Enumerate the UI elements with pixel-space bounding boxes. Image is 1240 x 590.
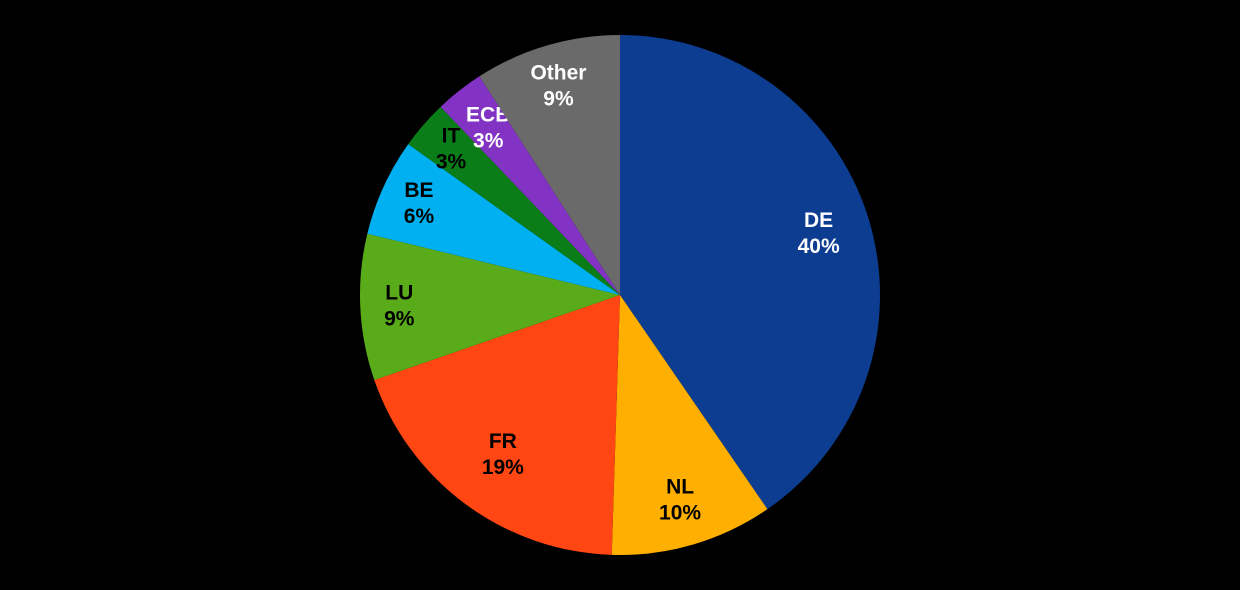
- pie-label-other: Other 9%: [530, 61, 586, 110]
- pie-label-de: DE 40%: [798, 209, 840, 258]
- pie-slice-de: [620, 35, 880, 510]
- pie-label-ecb: ECB 3%: [466, 103, 510, 152]
- pie-label-nl: NL 10%: [659, 476, 701, 525]
- pie-slice-other: [479, 35, 620, 295]
- pie-slice-it: [408, 106, 620, 295]
- pie-slice-lu: [360, 233, 620, 381]
- pie-slice-be: [367, 144, 620, 295]
- pie-label-it: IT 3%: [436, 125, 467, 174]
- pie-slice-nl: [611, 295, 768, 555]
- pie-label-fr: FR 19%: [482, 430, 524, 479]
- pie-slice-ecb: [440, 76, 620, 295]
- pie-label-be: BE 6%: [404, 179, 435, 228]
- pie-slice-fr: [374, 295, 620, 555]
- pie-label-lu: LU 9%: [384, 282, 415, 331]
